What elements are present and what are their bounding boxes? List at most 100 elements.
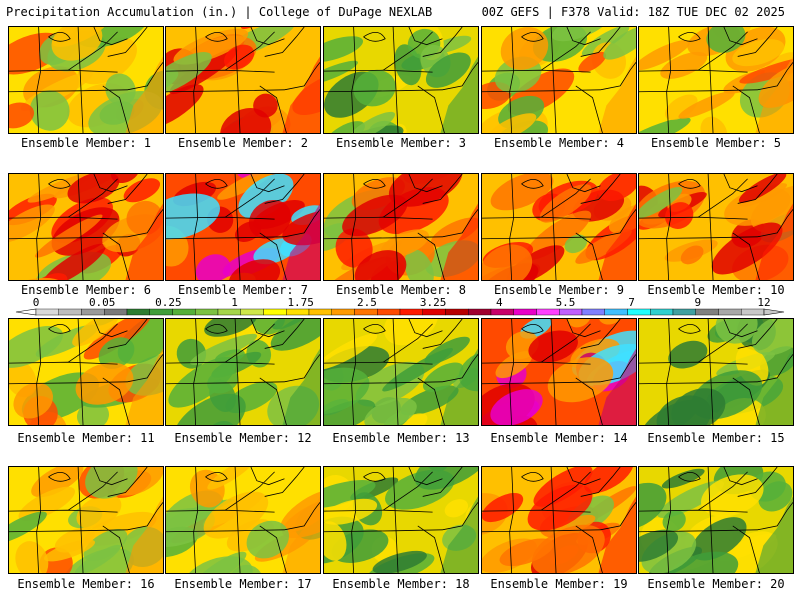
ensemble-member-label: Ensemble Member: 14: [490, 431, 628, 445]
state-border: [68, 323, 118, 363]
state-border: [723, 467, 758, 486]
state-border: [639, 89, 758, 93]
precip-blob: [701, 474, 764, 517]
state-border: [107, 319, 148, 349]
legend-tick-label: 0: [33, 296, 40, 309]
state-border: [36, 174, 41, 280]
precipitation-field: [9, 319, 163, 425]
precip-blob: [603, 27, 636, 60]
precip-blob: [528, 330, 578, 363]
state-border: [193, 174, 198, 280]
legend-swatch: [399, 308, 423, 316]
precip-blob: [195, 254, 231, 280]
state-border: [259, 232, 287, 280]
state-border: [166, 381, 285, 385]
state-border: [383, 323, 433, 363]
state-border: [580, 174, 621, 204]
ensemble-member-label: Ensemble Member: 15: [647, 431, 785, 445]
precip-blob: [331, 529, 389, 563]
state-border: [259, 525, 287, 573]
state-border: [422, 174, 463, 204]
state-border: [698, 31, 748, 71]
legend-swatch: [217, 308, 241, 316]
precip-blob: [51, 27, 103, 61]
state-border: [521, 179, 544, 189]
precip-blob: [324, 121, 365, 133]
state-border: [264, 467, 305, 497]
state-border: [521, 472, 544, 482]
precip-blob: [531, 524, 605, 573]
precip-blob: [499, 538, 554, 567]
state-border: [77, 467, 84, 573]
state-border: [324, 89, 443, 93]
precip-blob: [354, 250, 407, 280]
state-border: [166, 89, 285, 93]
state-border: [541, 178, 591, 218]
precip-blob: [72, 319, 119, 347]
state-border: [737, 27, 778, 57]
state-border: [264, 319, 305, 349]
precip-blob: [272, 319, 309, 330]
precip-blob: [404, 249, 434, 280]
state-border: [550, 467, 557, 573]
precipitation-field: [324, 319, 478, 425]
state-border: [707, 174, 714, 280]
legend-tick-label: 4: [496, 296, 503, 309]
precip-blob: [414, 467, 478, 490]
state-border: [205, 324, 228, 334]
state-border: [566, 174, 601, 193]
precip-blob: [487, 113, 537, 133]
state-border: [732, 377, 760, 425]
precip-blob: [706, 27, 746, 53]
state-border: [600, 354, 636, 383]
legend-swatch: [536, 308, 560, 316]
color-scale-legend: 0 0.05 0.25 1 1.75 2.5 3.25 4 5.5 7 9 12: [0, 296, 800, 320]
legend-swatch: [445, 308, 469, 316]
state-border: [36, 467, 41, 573]
precip-blob: [490, 174, 554, 211]
ensemble-member-label: Ensemble Member: 1: [20, 136, 152, 150]
precip-blob: [564, 234, 588, 254]
state-border: [666, 27, 671, 133]
state-border: [363, 179, 386, 189]
state-border: [698, 471, 748, 511]
precip-blob: [383, 319, 439, 346]
precip-blob: [668, 340, 708, 369]
precip-blob: [35, 214, 103, 258]
precip-blob: [751, 319, 793, 356]
precip-blob: [425, 52, 471, 88]
state-border: [284, 354, 320, 383]
precipitation-field: [639, 174, 793, 280]
state-border: [284, 62, 320, 91]
state-border: [757, 502, 793, 531]
state-border: [9, 89, 128, 93]
state-border: [363, 324, 386, 334]
state-border: [264, 174, 305, 204]
legend-swatch: [513, 308, 537, 316]
state-border: [575, 377, 603, 425]
precip-blob: [280, 489, 320, 533]
ensemble-member-label: Ensemble Member: 10: [647, 283, 785, 297]
state-border: [698, 323, 748, 363]
precip-blob: [482, 244, 533, 280]
state-border: [550, 174, 557, 280]
ensemble-map-panel: [8, 26, 164, 134]
ensemble-member-label: Ensemble Member: 17: [174, 577, 312, 591]
legend-bar: 0 0.05 0.25 1 1.75 2.5 3.25 4 5.5 7 9 12: [15, 296, 785, 316]
state-border: [383, 31, 433, 71]
legend-swatch: [58, 308, 82, 316]
legend-swatch: [581, 308, 605, 316]
state-border: [351, 27, 356, 133]
state-border: [737, 319, 778, 349]
legend-tick-label: 12: [757, 296, 770, 309]
ensemble-map-panel: [8, 173, 164, 281]
state-border: [36, 27, 41, 133]
precip-blob: [62, 547, 134, 573]
ensemble-member-label: Ensemble Member: 11: [17, 431, 155, 445]
state-border: [541, 31, 591, 71]
state-border: [234, 27, 241, 133]
legend-swatch: [308, 308, 332, 316]
precip-blob: [74, 544, 121, 573]
precip-blob: [324, 36, 364, 63]
ensemble-map-panel: [481, 318, 637, 426]
